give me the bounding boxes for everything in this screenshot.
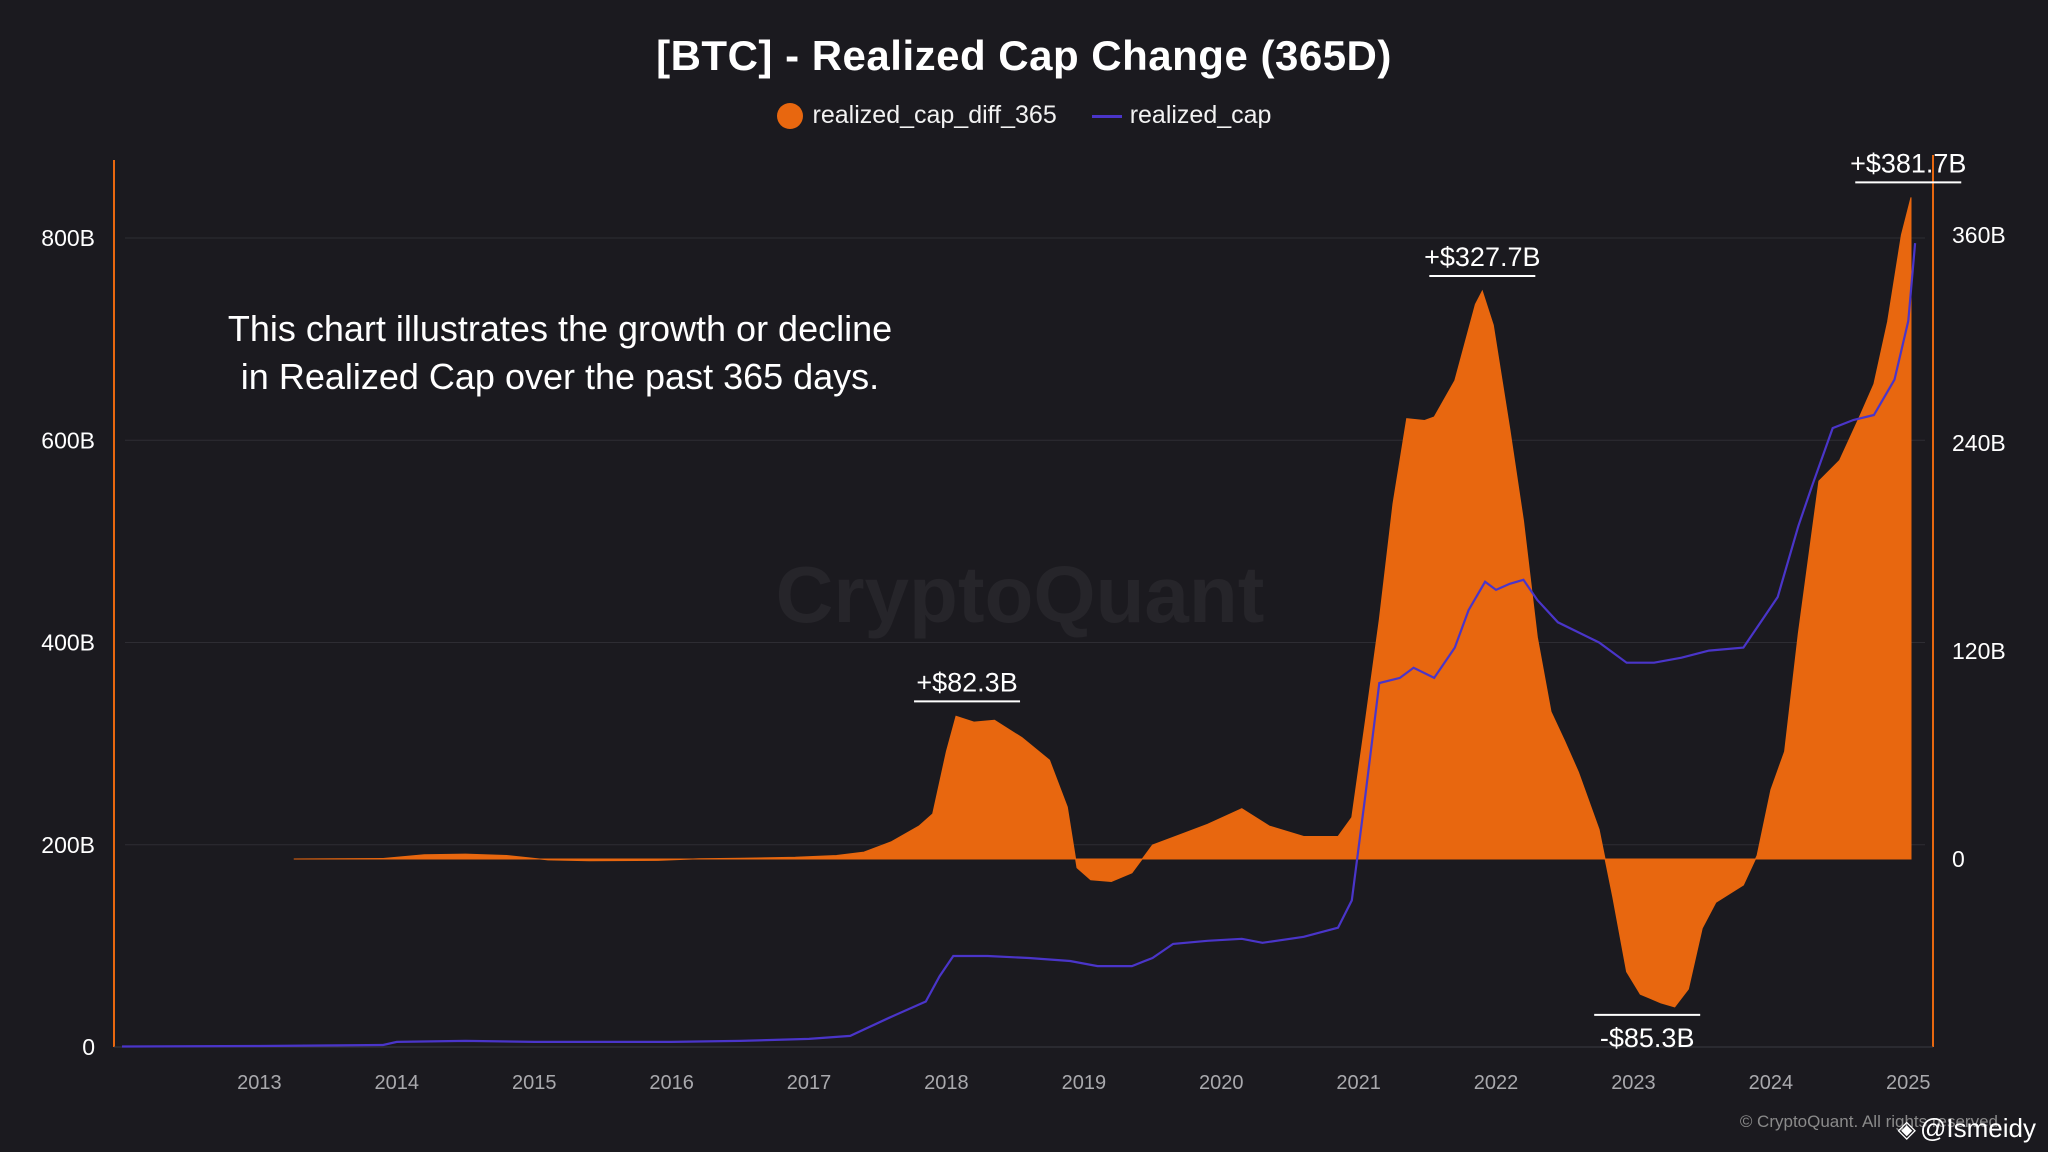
- legend-label-realized-cap: realized_cap: [1129, 100, 1272, 129]
- chart-description: This chart illustrates the growth or dec…: [200, 305, 920, 401]
- chart-title: [BTC] - Realized Cap Change (365D): [656, 32, 1392, 79]
- y-tick-label-left: 400B: [41, 630, 95, 656]
- x-tick-label: 2015: [512, 1072, 557, 1094]
- x-tick-label: 2021: [1336, 1072, 1381, 1094]
- legend-swatch-line: [1091, 114, 1122, 118]
- x-tick-label: 2024: [1749, 1072, 1794, 1094]
- x-tick-label: 2022: [1474, 1072, 1519, 1094]
- author-handle: ◈ @Ismeidy: [1898, 1113, 2036, 1144]
- description-line: This chart illustrates the growth or dec…: [227, 308, 893, 349]
- annotation-label: -$85.3B: [1600, 1023, 1695, 1053]
- realized-cap-line: [121, 243, 1917, 1048]
- author-handle-text: @Ismeidy: [1920, 1113, 2036, 1143]
- chart-legend: realized_cap_diff_365 realized_cap: [0, 100, 2048, 130]
- y-tick-label-left: 0: [82, 1034, 95, 1060]
- realized-cap-diff-area: [293, 197, 1912, 1008]
- y-tick-label-left: 200B: [41, 832, 95, 858]
- annotation-label: +$381.7B: [1850, 148, 1966, 178]
- annotation-label: +$327.7B: [1424, 242, 1540, 272]
- legend-item-realized-cap-diff[interactable]: realized_cap_diff_365: [776, 100, 1057, 130]
- description-line: in Realized Cap over the past 365 days.: [240, 356, 880, 397]
- binance-logo-icon: ◈: [1897, 1116, 1917, 1143]
- y-tick-label-left: 600B: [41, 427, 95, 453]
- legend-label-realized-cap-diff: realized_cap_diff_365: [812, 100, 1057, 129]
- annotation-label: +$82.3B: [916, 667, 1017, 697]
- y-tick-label-right: 240B: [1952, 430, 2006, 456]
- y-tick-label-right: 360B: [1952, 222, 2006, 248]
- x-tick-label: 2018: [924, 1072, 969, 1094]
- x-tick-label: 2013: [237, 1072, 282, 1094]
- y-tick-label-right: 120B: [1952, 638, 2006, 664]
- x-tick-label: 2014: [375, 1072, 420, 1094]
- x-tick-label: 2017: [787, 1072, 832, 1094]
- legend-swatch-dot: [776, 103, 803, 130]
- legend-item-realized-cap[interactable]: realized_cap: [1091, 100, 1272, 130]
- watermark-text: CryptoQuant: [776, 550, 1265, 639]
- x-tick-label: 2020: [1199, 1072, 1244, 1094]
- copyright-text: © CryptoQuant. All rights reserved: [1739, 1112, 1998, 1131]
- x-tick-label: 2025: [1886, 1072, 1931, 1094]
- y-tick-label-left: 800B: [41, 225, 95, 251]
- x-tick-label: 2016: [649, 1072, 694, 1094]
- x-tick-label: 2019: [1062, 1072, 1107, 1094]
- x-tick-label: 2023: [1611, 1072, 1656, 1094]
- y-tick-label-right: 0: [1952, 846, 1965, 872]
